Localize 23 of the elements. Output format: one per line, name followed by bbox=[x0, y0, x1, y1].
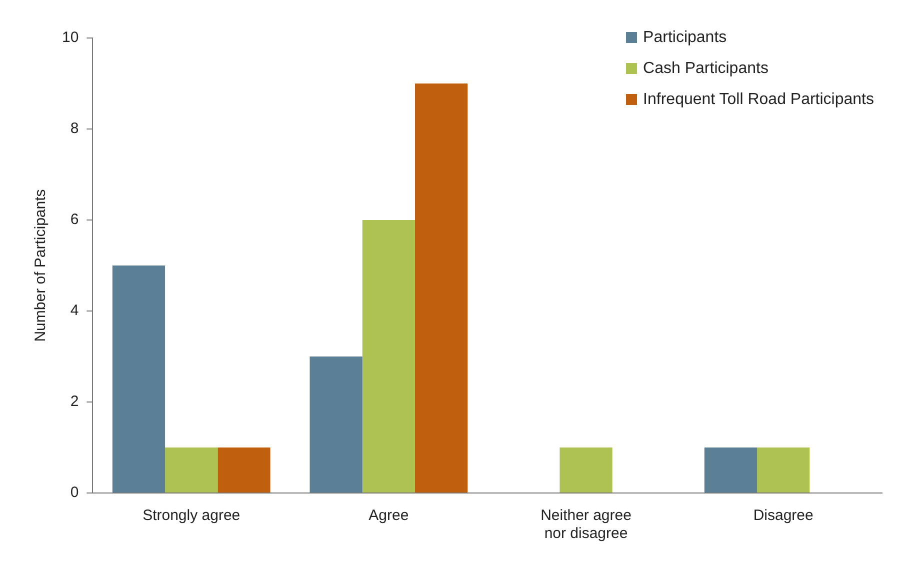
bar bbox=[560, 448, 612, 492]
bar bbox=[362, 220, 415, 492]
bar bbox=[112, 266, 166, 492]
bar bbox=[310, 356, 362, 492]
legend-label: Infrequent Toll Road Participants bbox=[643, 90, 874, 108]
bar bbox=[218, 448, 270, 492]
y-tick-label: 0 bbox=[70, 484, 79, 502]
legend-label: Participants bbox=[643, 28, 727, 46]
x-tick-label: Agree bbox=[368, 507, 409, 524]
bar bbox=[757, 448, 810, 492]
y-tick-label: 2 bbox=[70, 393, 79, 410]
y-tick-label: 8 bbox=[70, 120, 79, 138]
bar bbox=[165, 448, 218, 492]
x-tick-label: Strongly agree bbox=[142, 507, 240, 524]
legend-label: Cash Participants bbox=[643, 60, 768, 78]
y-tick-label: 4 bbox=[70, 302, 79, 320]
y-tick-label: 6 bbox=[70, 211, 79, 228]
x-tick-label: Disagree bbox=[753, 507, 814, 524]
bar bbox=[704, 448, 758, 492]
y-axis-title: Number of Participants bbox=[32, 189, 50, 342]
bar bbox=[414, 84, 468, 492]
x-tick-label: Neither agree nor disagree bbox=[540, 507, 632, 542]
y-tick-label: 10 bbox=[62, 29, 79, 46]
